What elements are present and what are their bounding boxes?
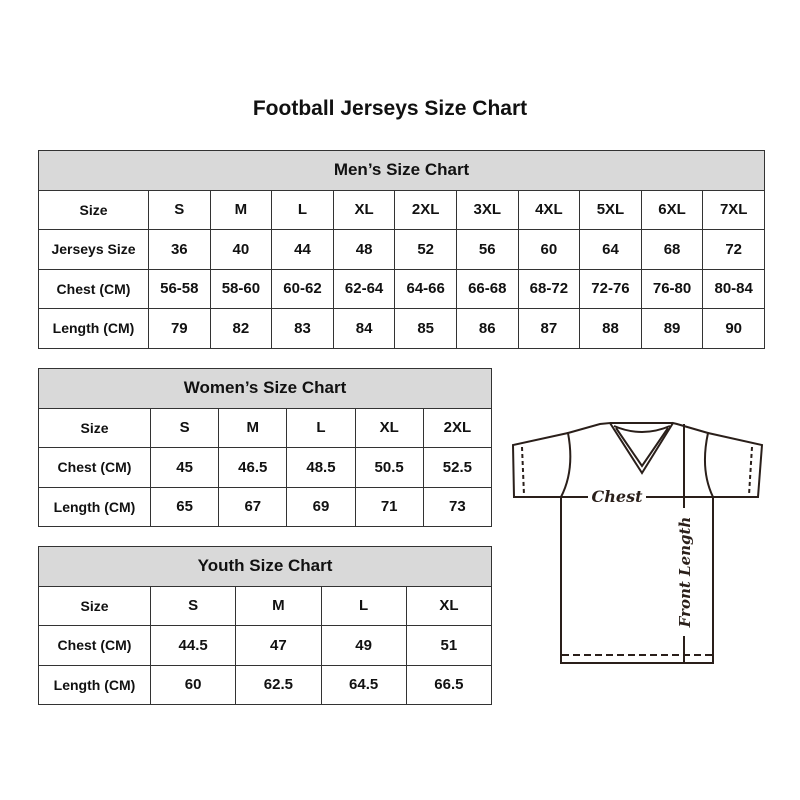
front-length-label: Front Length — [676, 517, 694, 629]
table-cell: 47 — [235, 625, 322, 666]
table-cell: 71 — [354, 486, 424, 527]
table-cell: 79 — [148, 308, 211, 349]
size-header-cell: XL — [354, 407, 424, 448]
size-header-cell: 7XL — [702, 189, 766, 230]
table-heading: Men’s Size Chart — [37, 150, 766, 191]
table-cell: 72-76 — [579, 268, 642, 309]
table-cell: 62-64 — [332, 268, 396, 309]
table-row: Length (CM) 65 67 69 71 73 — [38, 486, 493, 527]
row-label: Chest (CM) — [38, 625, 151, 666]
table-cell: 62.5 — [235, 664, 322, 705]
table-cell: 73 — [422, 486, 493, 527]
size-header-cell: XL — [332, 189, 396, 230]
table-cell: 44 — [271, 229, 334, 270]
table-cell: 45 — [149, 447, 220, 488]
table-cell: 67 — [218, 486, 288, 527]
table-cell: 36 — [148, 229, 211, 270]
table-cell: 66.5 — [405, 664, 493, 705]
table-cell: 40 — [209, 229, 273, 270]
table-cell: 44.5 — [149, 625, 237, 666]
table-heading-row: Men’s Size Chart — [37, 150, 766, 191]
table-cell: 80-84 — [702, 268, 766, 309]
jersey-outline — [560, 421, 714, 664]
womens-size-table: Women’s Size Chart Size S M L XL 2XL Chest (CM)… — [37, 368, 493, 527]
size-header-cell: S — [149, 585, 237, 626]
row-label: Length (CM) — [38, 308, 149, 349]
table-cell: 76-80 — [640, 268, 704, 309]
table-heading: Youth Size Chart — [37, 546, 493, 587]
size-header-cell: L — [320, 585, 407, 626]
table-row: Jerseys Size 36 40 44 48 52 56 60 64 68 72 — [38, 229, 766, 270]
collar — [610, 422, 673, 468]
table-heading-row: Youth Size Chart — [37, 546, 493, 587]
table-row: Chest (CM) 44.5 47 49 51 — [38, 625, 493, 666]
size-header-cell: M — [218, 407, 288, 448]
size-header-cell: 5XL — [579, 189, 642, 230]
row-label: Size — [38, 407, 151, 448]
table-row: Size S M L XL — [38, 585, 493, 626]
table-row: Length (CM) 79 82 83 84 85 86 87 88 89 90 — [38, 308, 766, 349]
table-cell: 64.5 — [320, 664, 407, 705]
table-cell: 86 — [455, 308, 519, 349]
table-heading: Women’s Size Chart — [37, 368, 493, 409]
table-cell: 52.5 — [422, 447, 493, 488]
size-header-cell: L — [271, 189, 334, 230]
table-cell: 60 — [149, 664, 237, 705]
size-header-cell: L — [286, 407, 356, 448]
table-cell: 60-62 — [271, 268, 334, 309]
table-cell: 84 — [332, 308, 396, 349]
size-header-cell: 2XL — [422, 407, 493, 448]
table-cell: 69 — [286, 486, 356, 527]
table-row: Size S M L XL 2XL 3XL 4XL 5XL 6XL 7XL — [38, 189, 766, 230]
table-cell: 82 — [209, 308, 273, 349]
youth-size-table: Youth Size Chart Size S M L XL Chest (CM) 44.5 4… — [37, 546, 493, 705]
size-header-cell: S — [149, 407, 220, 448]
chest-label: Chest — [592, 487, 644, 506]
size-header-cell: 6XL — [640, 189, 704, 230]
size-header-cell: XL — [405, 585, 493, 626]
size-header-cell: M — [235, 585, 322, 626]
table-cell: 68-72 — [517, 268, 581, 309]
table-heading-row: Women’s Size Chart — [37, 368, 493, 409]
table-row: Size S M L XL 2XL — [38, 407, 493, 448]
table-cell: 65 — [149, 486, 220, 527]
page-title: Football Jerseys Size Chart — [252, 97, 528, 120]
table-cell: 88 — [579, 308, 642, 349]
row-label: Jerseys Size — [38, 229, 149, 270]
left-sleeve — [511, 432, 569, 498]
table-cell: 48.5 — [286, 447, 356, 488]
table-row: Length (CM) 60 62.5 64.5 66.5 — [38, 664, 493, 705]
table-cell: 90 — [702, 308, 766, 349]
table-cell: 49 — [320, 625, 407, 666]
right-sleeve — [707, 432, 764, 498]
row-label: Size — [38, 585, 151, 626]
table-cell: 66-68 — [455, 268, 519, 309]
table-cell: 60 — [517, 229, 581, 270]
table-cell: 56-58 — [148, 268, 211, 309]
row-label: Size — [38, 189, 149, 230]
table-cell: 87 — [517, 308, 581, 349]
table-cell: 48 — [332, 229, 396, 270]
table-row: Chest (CM) 45 46.5 48.5 50.5 52.5 — [38, 447, 493, 488]
table-cell: 50.5 — [354, 447, 424, 488]
row-label: Length (CM) — [38, 486, 151, 527]
mens-size-table: Men’s Size Chart Size S M L XL 2XL 3XL 4XL 5XL 6XL… — [37, 150, 766, 349]
row-label: Chest (CM) — [38, 447, 151, 488]
table-cell: 68 — [640, 229, 704, 270]
table-cell: 51 — [405, 625, 493, 666]
table-cell: 85 — [394, 308, 457, 349]
